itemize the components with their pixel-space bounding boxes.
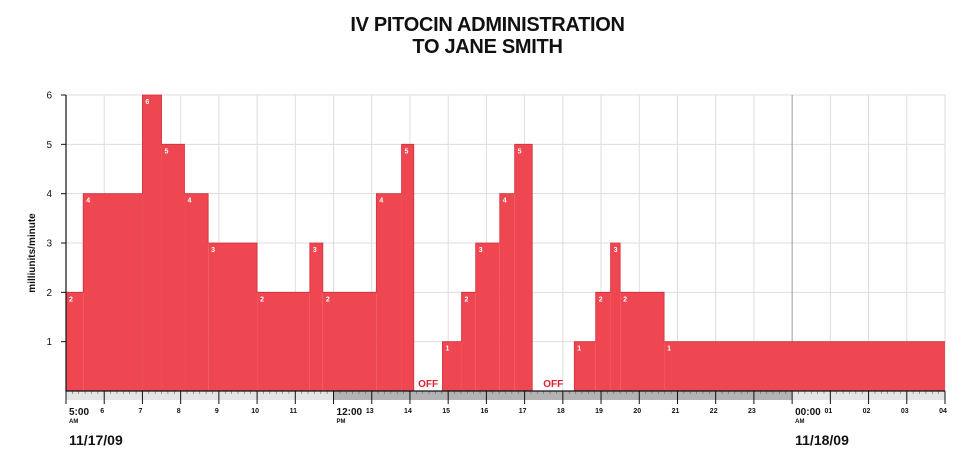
dose-step <box>376 193 402 391</box>
dose-step <box>610 243 621 391</box>
dose-step <box>83 193 143 391</box>
dose-area <box>65 94 945 392</box>
dose-step <box>322 292 377 391</box>
dose-step <box>401 144 414 391</box>
data-labels: 2 4 6 5 4 3 2 3 2 4 5 OFF 1 2 3 4 5 OFF 1 2 3 2 1 <box>69 99 671 390</box>
x-tick-label: 14 <box>404 408 412 415</box>
x-tick-label: 22 <box>710 408 718 415</box>
data-label: 2 <box>623 296 627 303</box>
data-label: 2 <box>69 296 73 303</box>
x-tick-label: 20 <box>633 408 641 415</box>
x-tick-label: 6 <box>100 408 104 415</box>
chart-title: IV PITOCIN ADMINISTRATION TO JANE SMITH <box>0 14 975 58</box>
dose-step <box>309 243 323 391</box>
x-tick-label: 23 <box>748 408 756 415</box>
data-label: 5 <box>405 148 409 155</box>
off-label: OFF <box>543 379 563 390</box>
y-tick-label: 1 <box>46 337 52 348</box>
dose-step <box>161 144 185 391</box>
x-tick-label: 12:00 <box>337 407 363 418</box>
data-label: 2 <box>260 296 264 303</box>
dose-step <box>142 95 162 391</box>
dose-step <box>208 243 258 391</box>
data-label: 2 <box>465 296 469 303</box>
x-tick-label: 17 <box>519 408 527 415</box>
data-label: 1 <box>445 346 449 353</box>
x-tick-sublabel: AM <box>795 419 804 425</box>
x-tick-label: 03 <box>901 408 909 415</box>
off-label: OFF <box>418 379 438 390</box>
x-tick-label: 15 <box>442 408 450 415</box>
x-tick-label: 04 <box>939 408 947 415</box>
data-label: 1 <box>667 346 671 353</box>
data-label: 4 <box>86 198 90 205</box>
data-label: 3 <box>313 247 317 254</box>
x-tick-label: 02 <box>863 408 871 415</box>
x-tick-label: 5:00 <box>69 407 89 418</box>
x-tick-label: 01 <box>824 408 832 415</box>
dose-step <box>514 144 533 391</box>
dose-step <box>257 292 310 391</box>
y-tick-label: 2 <box>46 288 52 299</box>
data-label: 4 <box>379 198 383 205</box>
x-tick-label: 7 <box>138 408 142 415</box>
date-label: 11/17/09 <box>69 432 123 448</box>
data-label: 3 <box>479 247 483 254</box>
dose-step <box>475 243 500 391</box>
dose-step <box>620 292 665 391</box>
x-tick-label: 19 <box>595 408 603 415</box>
dose-step <box>499 193 515 391</box>
x-tick-label: 18 <box>557 408 565 415</box>
y-axis-label: milliunits/minute <box>27 213 38 293</box>
x-tick-label: 8 <box>177 408 181 415</box>
chart-title-line-2: TO JANE SMITH <box>412 36 563 58</box>
dose-step <box>461 292 476 391</box>
x-tick-label: 00:00 <box>795 407 821 418</box>
x-tick-label: 21 <box>672 408 680 415</box>
data-label: 4 <box>503 198 507 205</box>
data-label: 3 <box>614 247 618 254</box>
x-tick-sublabel: AM <box>69 419 78 425</box>
data-label: 5 <box>165 148 169 155</box>
y-tick-label: 5 <box>46 140 52 151</box>
data-label: 6 <box>145 99 149 106</box>
dose-step <box>66 292 84 391</box>
dose-step <box>595 292 611 391</box>
x-tick-label: 16 <box>480 408 488 415</box>
dose-step <box>664 341 945 391</box>
x-tick-label: 13 <box>366 408 374 415</box>
data-label: 2 <box>599 296 603 303</box>
dose-step <box>184 193 209 391</box>
data-label: 2 <box>326 296 330 303</box>
y-tick-label: 6 <box>46 91 52 102</box>
y-tick-label: 3 <box>46 239 52 250</box>
x-tick-label: 10 <box>251 408 259 415</box>
data-label: 4 <box>187 198 191 205</box>
chart-title-line-1: IV PITOCIN ADMINISTRATION <box>350 14 625 36</box>
dose-step <box>574 341 596 391</box>
data-label: 3 <box>211 247 215 254</box>
data-label: 1 <box>577 346 581 353</box>
data-label: 5 <box>518 148 522 155</box>
date-label: 11/18/09 <box>795 432 849 448</box>
y-tick-label: 4 <box>46 189 52 200</box>
x-tick-sublabel: PM <box>337 419 346 425</box>
x-tick-label: 11 <box>290 408 298 415</box>
x-tick-label: 9 <box>215 408 219 415</box>
dose-step <box>442 341 462 391</box>
